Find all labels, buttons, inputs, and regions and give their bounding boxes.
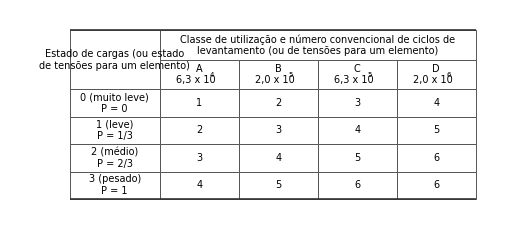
Bar (397, 60, 476, 89)
Bar (239, 89, 318, 117)
Text: 1: 1 (196, 98, 202, 108)
Bar (397, 172, 476, 199)
Bar (318, 117, 397, 144)
Text: 4: 4 (196, 180, 202, 190)
Bar (318, 60, 397, 89)
Bar (160, 144, 239, 172)
Bar (397, 144, 476, 172)
Bar (397, 89, 476, 117)
Bar (160, 172, 239, 199)
Text: 2 (médio)
P = 2/3: 2 (médio) P = 2/3 (91, 147, 138, 169)
Bar (397, 117, 476, 144)
Text: 5: 5 (433, 126, 439, 136)
Bar (160, 60, 239, 89)
Text: Classe de utilização e número convencional de ciclos de
levantamento (ou de tens: Classe de utilização e número convencion… (180, 34, 455, 56)
Text: 5: 5 (275, 180, 281, 190)
Text: 2: 2 (275, 98, 281, 108)
Text: 3: 3 (275, 126, 281, 136)
Bar (318, 144, 397, 172)
Bar (239, 117, 318, 144)
Bar (160, 117, 239, 144)
Bar (239, 60, 318, 89)
Bar (70, 172, 160, 199)
Text: 5: 5 (368, 72, 372, 78)
Text: 3: 3 (196, 153, 202, 163)
Text: 1 (leve)
P = 1/3: 1 (leve) P = 1/3 (96, 120, 134, 141)
Bar (318, 172, 397, 199)
Text: 4: 4 (275, 153, 281, 163)
Text: 6,3 x 10: 6,3 x 10 (176, 76, 216, 86)
Text: 2: 2 (196, 126, 202, 136)
Text: A: A (196, 64, 203, 74)
Bar (318, 89, 397, 117)
Bar (160, 89, 239, 117)
Text: 2,0 x 10: 2,0 x 10 (255, 76, 295, 86)
Bar (70, 89, 160, 117)
Text: 6: 6 (433, 153, 439, 163)
Text: 4: 4 (210, 72, 214, 78)
Text: Estado de cargas (ou estado
de tensões para um elemento): Estado de cargas (ou estado de tensões p… (39, 49, 190, 71)
Circle shape (240, 122, 285, 167)
Text: 2,0 x 10: 2,0 x 10 (413, 76, 453, 86)
Text: 6: 6 (354, 180, 360, 190)
Bar (160, 30, 476, 60)
Text: 5: 5 (288, 72, 293, 78)
Text: 6: 6 (446, 72, 451, 78)
Bar (239, 144, 318, 172)
Text: 4: 4 (354, 126, 360, 136)
Polygon shape (152, 30, 278, 89)
Bar (70, 144, 160, 172)
Text: 0 (muito leve)
P = 0: 0 (muito leve) P = 0 (80, 92, 149, 114)
Text: 6,3 x 10: 6,3 x 10 (334, 76, 374, 86)
Text: 6: 6 (433, 180, 439, 190)
Text: D: D (433, 64, 440, 74)
Text: C: C (354, 64, 361, 74)
Bar (70, 30, 160, 89)
Text: 4: 4 (433, 98, 439, 108)
Text: 3 (pesado)
P = 1: 3 (pesado) P = 1 (88, 174, 141, 196)
Text: 5: 5 (354, 153, 360, 163)
Bar (70, 117, 160, 144)
Text: 3: 3 (354, 98, 360, 108)
Text: B: B (275, 64, 281, 74)
Bar (239, 172, 318, 199)
